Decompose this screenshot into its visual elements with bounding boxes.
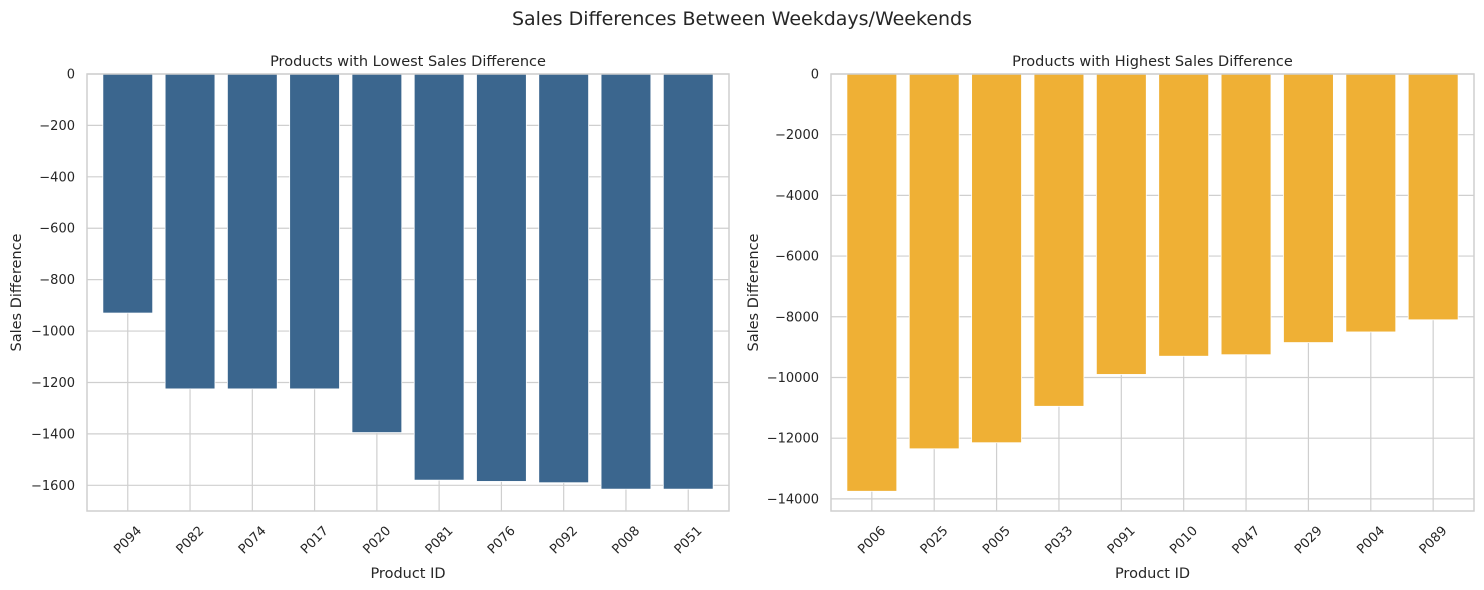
x-tick-label: P010 xyxy=(1167,524,1201,558)
x-tick-label: P017 xyxy=(298,524,332,558)
y-tick-label: −1000 xyxy=(31,325,75,340)
bar-p029 xyxy=(1283,73,1334,343)
y-tick-label: −1400 xyxy=(31,427,75,442)
x-tick-label: P074 xyxy=(236,524,270,558)
y-tick-label: −14000 xyxy=(767,492,819,507)
x-tick-label: P047 xyxy=(1230,524,1264,558)
y-axis-label: Sales Difference xyxy=(746,233,762,351)
x-tick-label: P004 xyxy=(1354,524,1388,558)
bar-p076 xyxy=(476,73,527,482)
y-tick-label: −6000 xyxy=(775,250,819,265)
bar-p025 xyxy=(908,73,960,450)
x-tick-label: P006 xyxy=(855,524,889,558)
x-tick-label: P025 xyxy=(918,524,952,558)
y-tick-label: −800 xyxy=(39,273,75,288)
x-tick-labels: P094 P082 P074 P017 P020 P081 P076 P092 P008 P051 xyxy=(111,524,705,558)
x-axis-label: Product ID xyxy=(1115,566,1190,582)
axes-frame xyxy=(86,73,730,512)
bar-p089 xyxy=(1407,73,1459,321)
x-tick-label: P051 xyxy=(672,524,706,558)
y-tick-label: 0 xyxy=(811,68,819,83)
y-tick-label: −1200 xyxy=(31,376,75,391)
bar-p010 xyxy=(1158,73,1210,357)
x-tick-label: P020 xyxy=(360,524,394,558)
x-tick-label: P082 xyxy=(174,524,208,558)
x-tick-label: P092 xyxy=(547,524,581,558)
bar-p081 xyxy=(413,73,465,481)
chart-title: Products with Highest Sales Difference xyxy=(1012,54,1293,70)
x-tick-label: P008 xyxy=(610,524,644,558)
y-tick-labels: 0 −2000 −4000 −6000 −8000 −10000 −12000 −14000 xyxy=(767,68,819,508)
y-tick-label: −400 xyxy=(39,170,75,185)
y-tick-label: −10000 xyxy=(767,371,819,386)
axes-frame xyxy=(830,73,1475,512)
x-tick-label: P033 xyxy=(1043,524,1077,558)
x-tick-label: P081 xyxy=(423,524,457,558)
y-tick-label: −12000 xyxy=(767,432,819,447)
figure-title: Sales Differences Between Weekdays/Weeke… xyxy=(512,8,972,30)
bar-p004 xyxy=(1345,73,1397,333)
chart-highest-sales-difference: Products with Highest Sales Difference P… xyxy=(746,54,1475,582)
y-tick-labels: 0 −200 −400 −600 −800 −1000 −1200 −1400 −1600 xyxy=(31,68,75,494)
y-tick-label: −200 xyxy=(39,119,75,134)
bar-p091 xyxy=(1095,73,1147,375)
bar-p006 xyxy=(846,73,898,492)
bar-p092 xyxy=(538,73,589,484)
x-tick-label: P091 xyxy=(1105,524,1139,558)
y-axis-label: Sales Difference xyxy=(9,233,25,351)
bar-p082 xyxy=(164,73,216,390)
x-tick-label: P094 xyxy=(111,524,145,558)
y-tick-label: −1600 xyxy=(31,479,75,494)
bar-p047 xyxy=(1220,73,1272,356)
y-tick-label: −8000 xyxy=(775,310,819,325)
bar-p051 xyxy=(662,73,714,490)
x-tick-label: P089 xyxy=(1417,524,1451,558)
bar-p033 xyxy=(1033,73,1085,407)
y-tick-label: −2000 xyxy=(775,128,819,143)
y-tick-label: 0 xyxy=(67,68,75,83)
bar-p074 xyxy=(227,73,278,390)
x-axis-label: Product ID xyxy=(370,566,445,582)
bar-p094 xyxy=(102,73,154,314)
bar-p020 xyxy=(351,73,403,433)
y-tick-label: −600 xyxy=(39,222,75,237)
x-tick-label: P029 xyxy=(1292,524,1326,558)
x-tick-label: P076 xyxy=(485,524,519,558)
y-tick-label: −4000 xyxy=(775,189,819,204)
bar-p017 xyxy=(289,73,340,390)
chart-lowest-sales-difference: Products with Lowest Sales Difference Pr… xyxy=(9,54,730,582)
bars xyxy=(846,73,1459,492)
bar-p005 xyxy=(971,73,1022,444)
chart-title: Products with Lowest Sales Difference xyxy=(270,54,546,70)
x-tick-label: P005 xyxy=(980,524,1014,558)
bar-p008 xyxy=(600,73,652,490)
bars xyxy=(102,73,714,490)
x-tick-labels: P006 P025 P005 P033 P091 P010 P047 P029 P004 P089 xyxy=(855,524,1450,558)
